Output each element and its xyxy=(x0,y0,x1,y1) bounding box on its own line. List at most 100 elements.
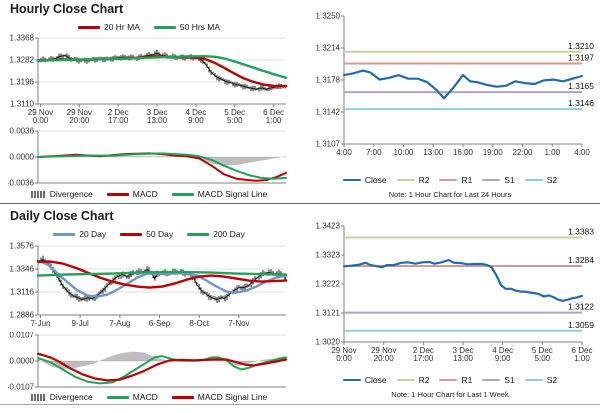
svg-text:1.2886: 1.2886 xyxy=(10,311,35,320)
svg-text:1.3165: 1.3165 xyxy=(568,81,594,91)
r2-line-swatch-icon xyxy=(396,378,415,382)
legend-item-r1: R1 xyxy=(439,375,472,385)
svg-text:29 Nov: 29 Nov xyxy=(371,346,396,355)
svg-text:1.3576: 1.3576 xyxy=(10,242,35,251)
svg-text:2 Dec: 2 Dec xyxy=(108,108,129,117)
svg-text:1.3146: 1.3146 xyxy=(568,98,594,108)
svg-text:22:00: 22:00 xyxy=(512,148,533,157)
section-divider xyxy=(0,203,600,204)
svg-text:1:00: 1:00 xyxy=(266,116,282,125)
green-line-swatch-icon xyxy=(171,192,194,196)
svg-text:9:00: 9:00 xyxy=(495,354,511,363)
legend-item-macd: MACD xyxy=(106,392,158,402)
daily-price-chart: 1.3576 1.3346 1.3116 1.2886 7-Jun 9-Jul 7-Aug 6… xyxy=(8,242,290,330)
green-line-swatch-icon xyxy=(106,395,129,399)
legend-item-r1: R1 xyxy=(439,175,472,185)
s1-line-swatch-icon xyxy=(482,378,501,382)
svg-text:1.3368: 1.3368 xyxy=(10,34,35,43)
svg-text:2 Dec: 2 Dec xyxy=(413,346,434,355)
svg-text:13:00: 13:00 xyxy=(423,148,444,157)
svg-text:29 Nov: 29 Nov xyxy=(331,346,356,355)
svg-text:4:00: 4:00 xyxy=(574,148,590,157)
svg-text:1:00: 1:00 xyxy=(544,148,560,157)
svg-text:1.3282: 1.3282 xyxy=(10,56,35,65)
legend-item-s2: S2 xyxy=(524,175,557,185)
svg-text:0.0000: 0.0000 xyxy=(10,357,35,366)
svg-text:1.3423: 1.3423 xyxy=(316,222,341,231)
weekly-pivot-legend: Close R2 R1 S1 S2 xyxy=(304,374,596,386)
svg-text:5 Dec: 5 Dec xyxy=(532,346,553,355)
svg-text:13:00: 13:00 xyxy=(147,116,168,125)
svg-text:9-Jul: 9-Jul xyxy=(71,319,89,328)
svg-text:20:00: 20:00 xyxy=(374,354,395,363)
svg-text:1:00: 1:00 xyxy=(574,354,590,363)
daily-chart-title: Daily Close Chart xyxy=(10,209,114,223)
svg-text:5 Dec: 5 Dec xyxy=(224,108,245,117)
svg-text:0.0036: 0.0036 xyxy=(10,127,35,136)
svg-text:1.3116: 1.3116 xyxy=(10,288,34,297)
svg-text:3 Dec: 3 Dec xyxy=(147,108,168,117)
svg-text:1.3059: 1.3059 xyxy=(568,320,594,330)
svg-text:17:00: 17:00 xyxy=(108,116,129,125)
svg-text:17:00: 17:00 xyxy=(413,354,434,363)
svg-text:8-Oct: 8-Oct xyxy=(189,319,209,328)
legend-item-macd-signal: MACD Signal Line xyxy=(171,392,267,402)
hourly-pivot-legend: Close R2 R1 S1 S2 xyxy=(304,174,596,186)
svg-text:5:00: 5:00 xyxy=(535,354,551,363)
svg-text:1.3121: 1.3121 xyxy=(316,309,341,318)
svg-text:7:00: 7:00 xyxy=(366,148,382,157)
svg-text:1.3110: 1.3110 xyxy=(10,100,34,109)
legend-item-divergence: Divergence xyxy=(30,189,93,199)
weekly-pivot-chart: 1.3423 1.3323 1.3222 1.3121 1.3020 29 Nov 0:00… xyxy=(304,220,596,372)
svg-text:0.0000: 0.0000 xyxy=(10,153,35,162)
red-line-swatch-icon xyxy=(106,192,129,196)
s2-line-swatch-icon xyxy=(524,378,543,382)
legend-item-200day: 200 Day xyxy=(187,229,245,239)
chart-svg: 0.0036 0.0000 -0.0036 xyxy=(7,127,287,188)
svg-text:7-Nov: 7-Nov xyxy=(228,319,249,328)
svg-text:1.3178: 1.3178 xyxy=(316,76,341,85)
r1-line-swatch-icon xyxy=(439,178,458,182)
legend-item-s1: S1 xyxy=(482,175,515,185)
legend-item-macd: MACD xyxy=(106,189,158,199)
svg-text:13:00: 13:00 xyxy=(453,354,474,363)
svg-text:1.3222: 1.3222 xyxy=(316,280,341,289)
red-line-swatch-icon xyxy=(171,395,194,399)
legend-item-s2: S2 xyxy=(524,375,557,385)
hourly-chart-title: Hourly Close Chart xyxy=(10,2,124,16)
svg-text:1.3197: 1.3197 xyxy=(568,52,594,62)
svg-text:6 Dec: 6 Dec xyxy=(263,108,284,117)
svg-text:1.3107: 1.3107 xyxy=(316,140,341,149)
r1-line-swatch-icon xyxy=(439,378,458,382)
svg-text:-0.0036: -0.0036 xyxy=(8,179,35,188)
svg-text:5:00: 5:00 xyxy=(227,116,243,125)
legend-item-r2: R2 xyxy=(396,375,429,385)
svg-text:0:00: 0:00 xyxy=(33,116,49,125)
legend-item-s1: S1 xyxy=(482,375,515,385)
hourly-price-chart: 1.3368 1.3282 1.3196 1.3110 29 Nov 0:00 29 Nov… xyxy=(8,34,290,126)
legend-item-50day: 50 Day xyxy=(120,229,173,239)
svg-text:1.3196: 1.3196 xyxy=(10,78,35,87)
svg-text:9:00: 9:00 xyxy=(188,116,204,125)
close-line-swatch-icon xyxy=(342,378,361,382)
divergence-bars-swatch-icon xyxy=(30,190,46,198)
s1-line-swatch-icon xyxy=(482,178,501,182)
hourly-macd-chart: 0.0036 0.0000 -0.0036 xyxy=(7,127,290,188)
legend-item-close: Close xyxy=(342,175,387,185)
hourly-ma-legend: 20 Hr MA 50 Hrs MA xyxy=(8,21,290,33)
svg-text:1.3122: 1.3122 xyxy=(568,302,594,312)
svg-text:1.3020: 1.3020 xyxy=(316,338,341,347)
svg-text:1.3250: 1.3250 xyxy=(316,12,341,21)
svg-text:7-Aug: 7-Aug xyxy=(109,319,130,328)
svg-text:0:00: 0:00 xyxy=(336,354,352,363)
legend-item-20day: 20 Day xyxy=(53,229,106,239)
legend-item-close: Close xyxy=(342,375,387,385)
hourly-pivot-note: Note: 1 Hour Chart for Last 24 Hours xyxy=(388,190,512,199)
svg-text:1.3383: 1.3383 xyxy=(568,227,594,237)
svg-text:1.3284: 1.3284 xyxy=(568,255,594,265)
legend-item-divergence: Divergence xyxy=(30,392,93,402)
legend-item-r2: R2 xyxy=(396,175,429,185)
